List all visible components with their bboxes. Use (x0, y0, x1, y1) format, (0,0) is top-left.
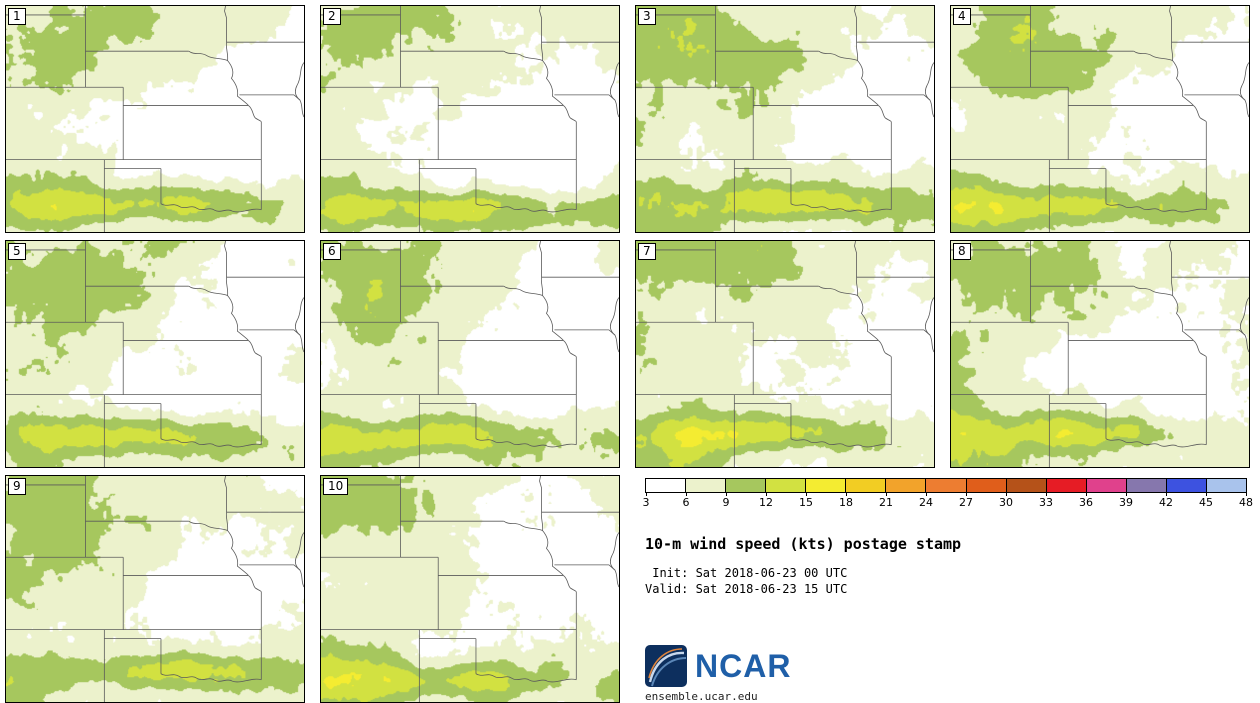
colorbar-segment (1165, 479, 1206, 492)
colorbar-segment (805, 479, 846, 492)
member-number: 6 (323, 243, 341, 260)
wind-field-map (951, 6, 1249, 232)
colorbar-segment (1045, 479, 1086, 492)
colorbar-tick-label: 12 (759, 496, 773, 509)
colorbar-tick (646, 493, 647, 496)
site-url: ensemble.ucar.edu (645, 690, 758, 703)
wind-field-map (321, 241, 619, 467)
colorbar-ticks: 3 6 9 12 15 18 21 24 27 30 33 36 39 42 45 48 (642, 493, 1253, 511)
member-number: 1 (8, 8, 26, 25)
member-number: 9 (8, 478, 26, 495)
wind-field-map (6, 476, 304, 702)
legend-block: 3 6 9 12 15 18 21 24 27 30 33 36 39 42 45 48 10-m wind … (635, 475, 1253, 703)
member-number: 10 (323, 478, 349, 495)
colorbar-tick (1246, 493, 1247, 496)
state-borders-icon (321, 6, 619, 232)
colorbar-tick-label: 45 (1199, 496, 1213, 509)
state-borders-icon (321, 476, 619, 702)
colorbar-tick-label: 24 (919, 496, 933, 509)
colorbar-tick-label: 18 (839, 496, 853, 509)
ensemble-panel: 1 (5, 5, 305, 233)
colorbar-tick (846, 493, 847, 496)
colorbar-tick-label: 27 (959, 496, 973, 509)
colorbar-tick (886, 493, 887, 496)
valid-time: Valid: Sat 2018-06-23 15 UTC (645, 582, 848, 596)
colorbar-tick-label: 30 (999, 496, 1013, 509)
colorbar-segment (1125, 479, 1166, 492)
state-borders-icon (6, 6, 304, 232)
colorbar-tick-label: 6 (682, 496, 690, 509)
ncar-branding: NCAR ensemble.ucar.edu (645, 645, 791, 703)
colorbar-tick (766, 493, 767, 496)
colorbar-tick (806, 493, 807, 496)
colorbar-tick (1206, 493, 1207, 496)
colorbar (645, 478, 1247, 493)
colorbar-tick-label: 9 (722, 496, 730, 509)
wind-field-map (321, 476, 619, 702)
wind-field-map (6, 6, 304, 232)
colorbar-tick-label: 33 (1039, 496, 1053, 509)
ensemble-panel: 10 (320, 475, 620, 703)
colorbar-tick-label: 3 (642, 496, 650, 509)
state-borders-icon (636, 241, 934, 467)
colorbar-tick-label: 48 (1239, 496, 1253, 509)
colorbar-tick (1046, 493, 1047, 496)
ncar-logo-text: NCAR (695, 647, 792, 684)
wind-field-map (321, 6, 619, 232)
ensemble-panel: 8 (950, 240, 1250, 468)
colorbar-tick-label: 42 (1159, 496, 1173, 509)
ensemble-panel: 5 (5, 240, 305, 468)
colorbar-tick-label: 21 (879, 496, 893, 509)
member-number: 5 (8, 243, 26, 260)
state-borders-icon (951, 241, 1249, 467)
wind-field-map (636, 241, 934, 467)
colorbar-tick-label: 39 (1119, 496, 1133, 509)
wind-field-map (636, 6, 934, 232)
state-borders-icon (6, 476, 304, 702)
member-number: 3 (638, 8, 656, 25)
ensemble-panel: 4 (950, 5, 1250, 233)
chart-title: 10-m wind speed (kts) postage stamp (645, 535, 962, 553)
colorbar-tick (1086, 493, 1087, 496)
member-number: 8 (953, 243, 971, 260)
colorbar-segment (845, 479, 886, 492)
ncar-logo-icon (645, 645, 687, 687)
colorbar-tick (686, 493, 687, 496)
ensemble-panel: 3 (635, 5, 935, 233)
colorbar-segment (646, 479, 686, 492)
ensemble-panel: 7 (635, 240, 935, 468)
colorbar-segment (885, 479, 926, 492)
init-time: Init: Sat 2018-06-23 00 UTC (645, 566, 848, 580)
member-number: 7 (638, 243, 656, 260)
colorbar-tick (1006, 493, 1007, 496)
ensemble-panel: 2 (320, 5, 620, 233)
state-borders-icon (636, 6, 934, 232)
ensemble-panel: 9 (5, 475, 305, 703)
colorbar-tick (966, 493, 967, 496)
colorbar-segment (1085, 479, 1126, 492)
state-borders-icon (6, 241, 304, 467)
colorbar-tick (926, 493, 927, 496)
colorbar-segment (1005, 479, 1046, 492)
colorbar-tick (1166, 493, 1167, 496)
member-number: 2 (323, 8, 341, 25)
colorbar-tick (1126, 493, 1127, 496)
state-borders-icon (951, 6, 1249, 232)
wind-field-map (951, 241, 1249, 467)
member-number: 4 (953, 8, 971, 25)
colorbar-segment (925, 479, 966, 492)
state-borders-icon (321, 241, 619, 467)
colorbar-tick-label: 36 (1079, 496, 1093, 509)
colorbar-tick (726, 493, 727, 496)
colorbar-segment (685, 479, 726, 492)
colorbar-segment (965, 479, 1006, 492)
wind-field-map (6, 241, 304, 467)
colorbar-segment (765, 479, 806, 492)
ensemble-panel: 6 (320, 240, 620, 468)
colorbar-segment (1205, 479, 1246, 492)
colorbar-segment (725, 479, 766, 492)
colorbar-tick-label: 15 (799, 496, 813, 509)
